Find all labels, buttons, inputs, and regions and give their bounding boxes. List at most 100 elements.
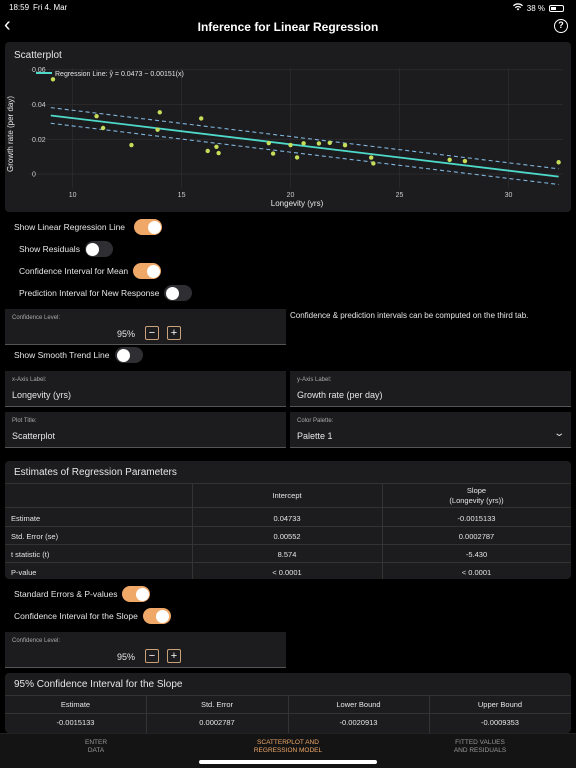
x-tick-label: 20 (287, 192, 295, 199)
page-title: Inference for Linear Regression (197, 20, 379, 34)
y-tick-label: 0.04 (32, 102, 46, 109)
ci-mean-toggle[interactable] (133, 263, 162, 279)
ci-slope-title: 95% Confidence Interval for the Slope (14, 679, 183, 690)
tab-enter-data-line2: DATA (87, 747, 105, 754)
table-cell-intercept: 0.00552 (273, 532, 301, 541)
data-point (556, 160, 561, 165)
show-regression-label: Show Linear Regression Line (14, 222, 126, 232)
status-right: 38 % (512, 3, 564, 13)
table-cell-intercept: 8.574 (277, 550, 297, 559)
status-bar: 18:59 Fri 4. Mar 38 % (0, 0, 576, 14)
estimates-card: Estimates of Regression Parameters Inter… (5, 461, 571, 579)
ci-value-upper: -0.0009353 (481, 718, 519, 727)
confidence-level-value: 95% (117, 329, 136, 339)
y-tick-label: 0.02 (32, 137, 46, 144)
data-point (100, 125, 106, 131)
data-point (316, 141, 322, 146)
battery-icon (549, 4, 564, 12)
scatterplot-chart: 10 15 20 25 30 0 0.02 0.04 0.06 Regression Line:… (6, 67, 563, 208)
tab-enter-data-line1: ENTER (84, 739, 108, 746)
tab-fitted-values[interactable]: FITTED VALUES AND RESIDUALS (435, 739, 525, 755)
tab-scatterplot[interactable]: SCATTERPLOT AND REGRESSION MODEL (238, 739, 338, 755)
smooth-trend-row: Show Smooth Trend Line (14, 347, 144, 363)
regression-line-group (50, 114, 559, 178)
show-regression-toggle[interactable] (134, 219, 163, 235)
col-slope-header: Slope (466, 486, 487, 495)
std-errors-row: Standard Errors & P-values (14, 586, 151, 602)
table-row-name: t statistic (t) (11, 550, 50, 559)
tab-scatterplot-line2: REGRESSION MODEL (253, 747, 323, 754)
slope-confidence-increase-button[interactable]: + (167, 649, 181, 663)
table-row-name: P-value (11, 568, 37, 577)
ci-value-std-error: 0.0002787 (199, 718, 235, 727)
ci-slope-label: Confidence Interval for the Slope (14, 611, 138, 621)
chevron-down-icon: ⌄ (552, 428, 565, 439)
data-point (371, 161, 376, 166)
y-axis-label-field[interactable]: y-Axis Label: Growth rate (per day) (290, 371, 571, 407)
navigation-bar: ‹ Inference for Linear Regression ? (0, 14, 576, 40)
data-point (50, 77, 56, 82)
data-point (301, 141, 306, 146)
ci-value-lower: -0.0020913 (339, 718, 378, 727)
slope-confidence-level-box: Confidence Level: 95% − + (5, 632, 286, 668)
x-axis-field-value: Longevity (yrs) (12, 390, 72, 400)
ci-header-upper: Upper Bound (477, 700, 523, 709)
data-point (447, 157, 452, 163)
confidence-decrease-button[interactable]: − (145, 326, 159, 340)
x-axis-field-label: x-Axis Label: (12, 377, 47, 383)
pi-new-toggle[interactable] (164, 285, 193, 301)
table-row-name: Std. Error (se) (11, 532, 59, 541)
y-axis-field-label: y-Axis Label: (297, 377, 332, 383)
x-tick-label: 30 (505, 192, 513, 199)
slope-confidence-value: 95% (117, 652, 136, 662)
confidence-level-label: Confidence Level: (12, 315, 61, 321)
plot-title-field-value: Scatterplot (12, 431, 56, 441)
y-axis-label: Growth rate (per day) (6, 96, 15, 172)
regression-line (50, 114, 559, 178)
ci-header-std-error: Std. Error (200, 700, 234, 709)
data-point (342, 143, 348, 148)
show-residuals-row: Show Residuals (19, 241, 113, 257)
table-cell-intercept: < 0.0001 (272, 568, 302, 577)
x-axis-label-field[interactable]: x-Axis Label: Longevity (yrs) (5, 371, 286, 407)
table-row-name: Estimate (11, 514, 41, 523)
table-cell-slope: -0.0015133 (457, 514, 496, 523)
ci-value-estimate: -0.0015133 (56, 718, 95, 727)
ci-slope-toggle[interactable] (142, 608, 171, 624)
ci-header-estimate: Estimate (60, 700, 91, 709)
status-date: Fri 4. Mar (33, 3, 68, 12)
plot-title-field-label: Plot Title: (12, 418, 37, 424)
show-regression-row: Show Linear Regression Line (14, 219, 163, 235)
estimates-title: Estimates of Regression Parameters (14, 467, 177, 478)
table-cell-slope: 0.0002787 (458, 532, 495, 541)
tab-scatterplot-line1: SCATTERPLOT AND (257, 739, 319, 746)
ci-header-lower: Lower Bound (336, 700, 381, 709)
pi-new-row: Prediction Interval for New Response (19, 285, 193, 301)
tab-enter-data[interactable]: ENTER DATA (66, 739, 126, 755)
x-axis-label: Longevity (yrs) (271, 199, 324, 208)
back-chevron-icon[interactable]: ‹ (4, 14, 11, 36)
col-intercept-header: Intercept (272, 491, 302, 500)
wifi-icon (512, 3, 523, 13)
color-palette-value: Palette 1 (297, 431, 333, 441)
confidence-increase-button[interactable]: + (167, 326, 181, 340)
show-residuals-toggle[interactable] (84, 241, 113, 257)
table-cell-slope: < 0.0001 (461, 568, 492, 577)
interval-note: Confidence & prediction intervals can be… (290, 311, 529, 320)
std-errors-toggle[interactable] (122, 586, 151, 602)
confidence-band-line (50, 107, 559, 170)
data-point (94, 113, 99, 119)
slope-confidence-label: Confidence Level: (12, 638, 61, 644)
data-point (288, 142, 293, 148)
std-errors-label: Standard Errors & P-values (14, 589, 118, 599)
help-icon[interactable]: ? (554, 19, 568, 33)
data-point (216, 150, 221, 156)
show-residuals-label: Show Residuals (19, 244, 80, 254)
y-axis-field-value: Growth rate (per day) (297, 390, 383, 400)
col-slope-subheader: (Longevity (yrs)) (449, 496, 504, 505)
slope-confidence-decrease-button[interactable]: − (145, 649, 159, 663)
y-tick-label: 0.06 (32, 67, 46, 74)
color-palette-select[interactable]: Color Palette: Palette 1 ⌄ (290, 412, 571, 448)
plot-title-field[interactable]: Plot Title: Scatterplot (5, 412, 286, 448)
smooth-trend-toggle[interactable] (115, 347, 144, 363)
